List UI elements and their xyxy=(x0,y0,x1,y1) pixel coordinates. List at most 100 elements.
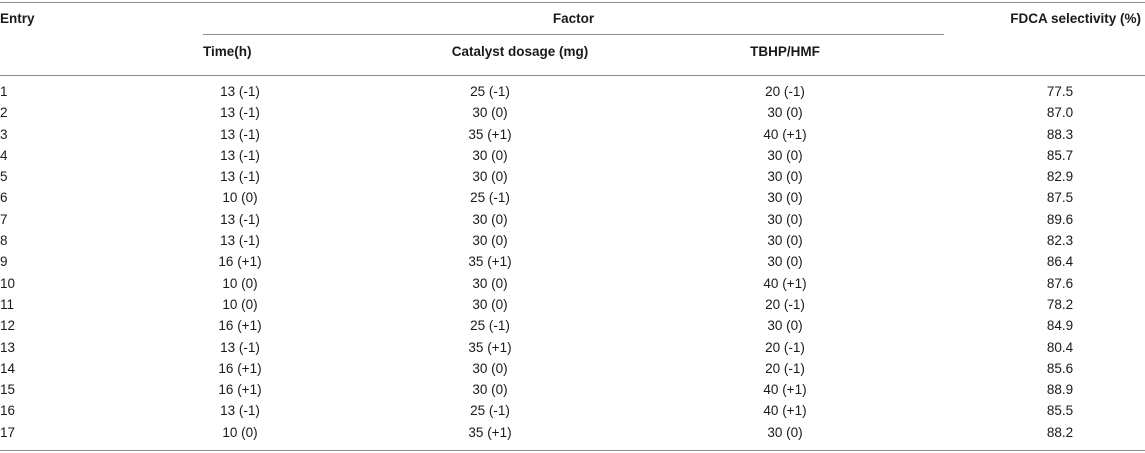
cell-time: 13 (-1) xyxy=(220,211,260,227)
cell-time: 13 (-1) xyxy=(220,147,260,163)
cell-fdca-selectivity: 84.9 xyxy=(1046,318,1074,334)
cell-entry: 8 xyxy=(0,233,8,249)
cell-fdca-selectivity: 86.4 xyxy=(1046,254,1074,270)
table-row: 6 10 (0) 25 (-1) 30 (0) 87.5 xyxy=(0,187,1145,208)
cell-fdca-selectivity: 87.0 xyxy=(1046,105,1074,121)
cell-tbhp-hmf: 20 (-1) xyxy=(765,360,805,376)
header-fdca-selectivity: FDCA selectivity (%) xyxy=(1010,11,1141,26)
cell-catalyst-dosage: 30 (0) xyxy=(472,360,508,376)
cell-time: 10 (0) xyxy=(222,190,258,206)
cell-time: 16 (+1) xyxy=(218,254,262,270)
cell-time: 13 (-1) xyxy=(220,126,260,142)
cell-tbhp-hmf: 40 (+1) xyxy=(763,126,807,142)
cell-catalyst-dosage: 30 (0) xyxy=(472,169,508,185)
table-row: 9 16 (+1) 35 (+1) 30 (0) 86.4 xyxy=(0,251,1145,272)
cell-entry: 5 xyxy=(0,169,8,185)
cell-catalyst-dosage: 30 (0) xyxy=(472,105,508,121)
table-row: 14 16 (+1) 30 (0) 20 (-1) 85.6 xyxy=(0,358,1145,379)
cell-catalyst-dosage: 30 (0) xyxy=(472,382,508,398)
cell-entry: 16 xyxy=(0,403,16,419)
header-entry: Entry xyxy=(0,11,35,26)
cell-tbhp-hmf: 20 (-1) xyxy=(765,339,805,355)
cell-catalyst-dosage: 30 (0) xyxy=(472,147,508,163)
cell-time: 13 (-1) xyxy=(220,84,260,99)
cell-time: 10 (0) xyxy=(222,275,258,291)
cell-tbhp-hmf: 40 (+1) xyxy=(763,403,807,419)
cell-tbhp-hmf: 30 (0) xyxy=(767,169,803,185)
cell-catalyst-dosage: 30 (0) xyxy=(472,275,508,291)
header-time: Time(h) xyxy=(203,44,252,59)
cell-catalyst-dosage: 35 (+1) xyxy=(468,254,512,270)
cell-tbhp-hmf: 30 (0) xyxy=(767,190,803,206)
cell-fdca-selectivity: 85.7 xyxy=(1046,147,1074,163)
cell-entry: 9 xyxy=(0,254,8,270)
cell-fdca-selectivity: 82.3 xyxy=(1046,233,1074,249)
cell-entry: 2 xyxy=(0,105,8,121)
cell-fdca-selectivity: 89.6 xyxy=(1046,211,1074,227)
cell-tbhp-hmf: 40 (+1) xyxy=(763,275,807,291)
table-row: 11 10 (0) 30 (0) 20 (-1) 78.2 xyxy=(0,294,1145,315)
cell-tbhp-hmf: 30 (0) xyxy=(767,318,803,334)
cell-tbhp-hmf: 30 (0) xyxy=(767,147,803,163)
cell-catalyst-dosage: 25 (-1) xyxy=(470,84,510,99)
cell-catalyst-dosage: 35 (+1) xyxy=(468,126,512,142)
cell-entry: 13 xyxy=(0,339,16,355)
cell-catalyst-dosage: 25 (-1) xyxy=(470,190,510,206)
cell-tbhp-hmf: 30 (0) xyxy=(767,254,803,270)
cell-catalyst-dosage: 30 (0) xyxy=(472,211,508,227)
header-factor: Factor xyxy=(552,11,595,26)
cell-entry: 6 xyxy=(0,190,8,206)
table-row: 12 16 (+1) 25 (-1) 30 (0) 84.9 xyxy=(0,315,1145,336)
cell-tbhp-hmf: 40 (+1) xyxy=(763,382,807,398)
table-row: 4 13 (-1) 30 (0) 30 (0) 85.7 xyxy=(0,145,1145,166)
cell-catalyst-dosage: 25 (-1) xyxy=(470,403,510,419)
header-catalyst-dosage: Catalyst dosage (mg) xyxy=(451,44,589,59)
cell-entry: 10 xyxy=(0,275,16,291)
table-row: 17 10 (0) 35 (+1) 30 (0) 88.2 xyxy=(0,422,1145,443)
cell-catalyst-dosage: 25 (-1) xyxy=(470,318,510,334)
cell-tbhp-hmf: 20 (-1) xyxy=(765,84,805,99)
cell-entry: 1 xyxy=(0,84,8,99)
cell-time: 16 (+1) xyxy=(218,360,262,376)
cell-entry: 14 xyxy=(0,360,16,376)
factor-group-rule xyxy=(203,34,944,35)
cell-entry: 17 xyxy=(0,424,16,440)
cell-fdca-selectivity: 82.9 xyxy=(1046,169,1074,185)
cell-fdca-selectivity: 77.5 xyxy=(1046,84,1074,99)
cell-time: 10 (0) xyxy=(222,296,258,312)
header-tbhp-hmf: TBHP/HMF xyxy=(750,44,820,59)
cell-catalyst-dosage: 30 (0) xyxy=(472,296,508,312)
table-body: 1 13 (-1) 25 (-1) 20 (-1) 77.5 2 13 (-1) 30 (0)… xyxy=(0,81,1145,443)
table-top-rule xyxy=(0,2,1145,3)
cell-entry: 4 xyxy=(0,147,8,163)
cell-time: 13 (-1) xyxy=(220,169,260,185)
cell-entry: 7 xyxy=(0,211,8,227)
cell-entry: 3 xyxy=(0,126,8,142)
cell-time: 16 (+1) xyxy=(218,318,262,334)
cell-fdca-selectivity: 87.6 xyxy=(1046,275,1074,291)
cell-entry: 11 xyxy=(0,296,15,312)
table-row: 10 10 (0) 30 (0) 40 (+1) 87.6 xyxy=(0,273,1145,294)
cell-time: 13 (-1) xyxy=(220,105,260,121)
table-row: 1 13 (-1) 25 (-1) 20 (-1) 77.5 xyxy=(0,81,1145,102)
cell-tbhp-hmf: 30 (0) xyxy=(767,211,803,227)
table-row: 3 13 (-1) 35 (+1) 40 (+1) 88.3 xyxy=(0,124,1145,145)
cell-fdca-selectivity: 88.9 xyxy=(1046,382,1074,398)
cell-fdca-selectivity: 88.2 xyxy=(1046,424,1074,440)
cell-tbhp-hmf: 30 (0) xyxy=(767,233,803,249)
table-bottom-rule xyxy=(0,450,1145,451)
table-row: 8 13 (-1) 30 (0) 30 (0) 82.3 xyxy=(0,230,1145,251)
cell-fdca-selectivity: 87.5 xyxy=(1046,190,1074,206)
cell-fdca-selectivity: 88.3 xyxy=(1046,126,1074,142)
cell-tbhp-hmf: 30 (0) xyxy=(767,105,803,121)
table-row: 5 13 (-1) 30 (0) 30 (0) 82.9 xyxy=(0,166,1145,187)
header-bottom-rule xyxy=(0,75,1145,76)
cell-tbhp-hmf: 30 (0) xyxy=(767,424,803,440)
table-row: 15 16 (+1) 30 (0) 40 (+1) 88.9 xyxy=(0,379,1145,400)
cell-time: 13 (-1) xyxy=(220,233,260,249)
cell-tbhp-hmf: 20 (-1) xyxy=(765,296,805,312)
table-row: 2 13 (-1) 30 (0) 30 (0) 87.0 xyxy=(0,102,1145,123)
table-row: 16 13 (-1) 25 (-1) 40 (+1) 85.5 xyxy=(0,400,1145,421)
cell-time: 10 (0) xyxy=(222,424,258,440)
